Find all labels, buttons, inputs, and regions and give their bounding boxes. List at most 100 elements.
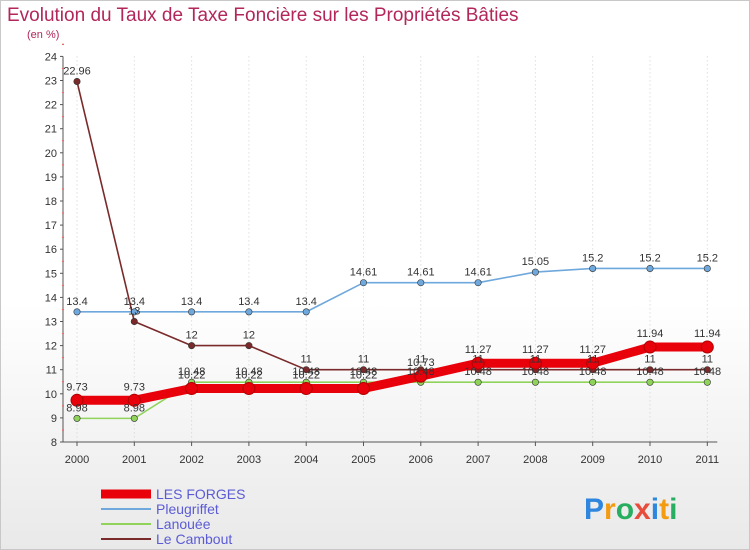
x-tick-label: 2000	[65, 454, 89, 466]
data-point-les-forges	[643, 340, 657, 354]
x-tick-label: 2009	[580, 454, 604, 466]
y-tick-label: 20	[45, 148, 57, 160]
y-tick-label: 21	[45, 124, 57, 136]
y-tick-label: 10	[45, 389, 57, 401]
series-line-pleugriffet	[77, 267, 708, 313]
data-label-les-forges: 10.22	[235, 369, 263, 381]
data-label-le-cambout: 11	[530, 354, 541, 366]
data-point-les-forges	[528, 356, 542, 370]
y-tick-label: 8	[51, 437, 57, 449]
y-tick-label: 16	[45, 244, 57, 256]
data-label-pleugriffet: 15.2	[582, 252, 603, 264]
data-label-pleugriffet: 13.4	[66, 296, 87, 308]
data-point-pleugriffet	[73, 308, 81, 316]
data-labels: 22.96 13 12 12 11 11 11 11 11 11 11 11 8.98 8.98 10.48…	[63, 65, 721, 414]
y-minor-tick	[62, 308, 64, 311]
series-line-les-forges	[77, 342, 708, 405]
y-minor-tick	[62, 115, 64, 118]
series-line-le-cambout	[76, 81, 708, 371]
data-label-le-cambout: 11	[702, 354, 713, 366]
data-label-pleugriffet: 13.4	[124, 296, 145, 308]
data-label-le-cambout: 11	[415, 354, 426, 366]
x-tick-label: 2011	[695, 454, 719, 466]
y-minor-tick	[62, 164, 64, 166]
y-minor-tick	[62, 356, 64, 359]
data-label-les-forges: 10.22	[292, 369, 320, 381]
data-point-pleugriffet	[646, 264, 654, 272]
data-label-pleugriffet: 13.4	[181, 296, 202, 308]
data-label-pleugriffet: 15.2	[697, 252, 718, 264]
legend-label-le-cambout: Le Cambout	[156, 531, 232, 547]
data-label-les-forges: 10.22	[350, 369, 378, 381]
data-point-le-cambout	[73, 77, 81, 85]
y-tick-label: 22	[45, 100, 57, 112]
data-point-pleugriffet	[245, 308, 253, 316]
x-tick-label: 2010	[638, 454, 662, 466]
data-point-lanou-e	[130, 414, 138, 422]
data-label-pleugriffet: 14.61	[350, 267, 378, 279]
data-point-pleugriffet	[474, 279, 482, 287]
data-point-pleugriffet	[417, 279, 425, 287]
data-point-le-cambout	[188, 342, 196, 350]
data-point-les-forges	[357, 381, 370, 395]
data-label-les-forges: 10.73	[407, 357, 435, 369]
y-minor-tick	[62, 188, 64, 190]
data-label-pleugriffet: 15.05	[522, 256, 550, 268]
logo-letter: P	[584, 493, 604, 526]
data-point-le-cambout	[130, 317, 138, 325]
data-label-les-forges: 11.27	[579, 344, 606, 356]
data-point-les-forges	[185, 381, 199, 395]
logo-letter: i	[669, 493, 677, 526]
axes: 8 9 10 11 12 13 14 15 16 17 18 19 20 21 22 23 24 2000 2001…	[45, 43, 719, 466]
data-point-lanou-e	[531, 378, 539, 386]
data-label-le-cambout: 11	[358, 354, 369, 366]
data-label-lanou-e: 10.48	[407, 366, 435, 378]
data-label-pleugriffet: 14.61	[407, 267, 435, 279]
x-tick-label: 2004	[294, 454, 318, 466]
data-point-lanou-e	[646, 378, 654, 386]
data-label-lanou-e: 10.48	[350, 366, 378, 378]
data-label-le-cambout: 13	[128, 306, 140, 318]
data-point-les-forges	[586, 356, 600, 370]
data-label-lanou-e: 10.48	[178, 366, 206, 378]
data-label-lanou-e: 10.48	[235, 366, 263, 378]
x-tick-label: 2002	[179, 454, 203, 466]
y-minor-tick	[62, 380, 64, 383]
data-label-lanou-e: 10.48	[579, 366, 607, 378]
y-minor-tick	[62, 260, 64, 263]
data-label-les-forges: 11.27	[522, 344, 549, 356]
data-point-pleugriffet	[589, 264, 597, 272]
data-label-le-cambout: 11	[644, 354, 655, 366]
y-minor-tick	[62, 91, 64, 94]
x-tick-label: 2006	[409, 454, 433, 466]
proxiti-logo: Proxiti	[584, 493, 677, 526]
y-tick-label: 9	[51, 413, 57, 425]
y-minor-tick	[62, 284, 64, 287]
data-label-pleugriffet: 13.4	[238, 296, 259, 308]
data-point-lanou-e	[474, 378, 482, 386]
data-point-pleugriffet	[188, 308, 196, 316]
y-minor-tick	[62, 67, 64, 70]
legend-label-les-forges: LES FORGES	[156, 486, 245, 502]
data-label-le-cambout: 12	[243, 330, 255, 342]
y-tick-label: 12	[45, 341, 57, 353]
data-label-lanou-e: 10.48	[694, 366, 722, 378]
data-point-lanou-e	[73, 414, 81, 422]
data-point-les-forges	[471, 356, 485, 370]
y-minor-tick	[62, 139, 64, 142]
x-tick-label: 2001	[122, 454, 146, 466]
data-point-pleugriffet	[531, 268, 539, 276]
y-minor-tick	[62, 429, 64, 431]
series-layer	[70, 77, 714, 422]
data-point-lanou-e	[703, 378, 711, 386]
logo-letter: x	[634, 493, 651, 526]
data-label-lanou-e: 10.48	[522, 366, 550, 378]
legend-label-lanou-e: Lanouée	[156, 516, 211, 532]
data-label-les-forges: 10.22	[178, 369, 206, 381]
y-tick-label: 13	[45, 317, 57, 329]
data-point-pleugriffet	[130, 308, 138, 316]
y-tick-label: 14	[45, 292, 57, 304]
data-point-les-forges	[700, 340, 714, 354]
data-point-pleugriffet	[703, 264, 711, 272]
